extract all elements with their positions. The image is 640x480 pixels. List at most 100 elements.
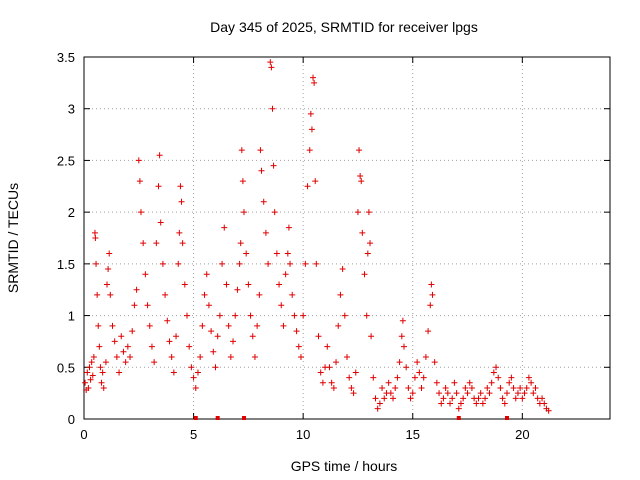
- data-point: [256, 291, 263, 298]
- data-point: [312, 178, 319, 185]
- data-point: [164, 317, 171, 324]
- data-point: [307, 110, 314, 117]
- data-point: [148, 343, 155, 350]
- data-point: [523, 384, 530, 391]
- data-point: [111, 338, 118, 345]
- plot-frame: [83, 56, 611, 420]
- data-point: [166, 338, 173, 345]
- data-point: [159, 260, 166, 267]
- data-point: [324, 343, 331, 350]
- data-point: [367, 240, 374, 247]
- data-point: [88, 359, 95, 366]
- data-point: [240, 209, 247, 216]
- data-point: [287, 260, 294, 267]
- data-point: [156, 152, 163, 159]
- data-point: [539, 395, 546, 402]
- data-point: [251, 353, 258, 360]
- y-tick-label: 0: [68, 412, 75, 427]
- data-point: [106, 250, 113, 257]
- data-point: [525, 374, 532, 381]
- data-point: [223, 281, 230, 288]
- data-point: [153, 240, 160, 247]
- data-point: [449, 395, 456, 402]
- data-point: [457, 400, 464, 407]
- x-tick-label: 10: [296, 427, 310, 442]
- data-point: [212, 364, 219, 371]
- data-point: [208, 328, 215, 335]
- data-point: [262, 229, 269, 236]
- data-point: [151, 359, 158, 366]
- data-point: [225, 322, 232, 329]
- y-tick-label: 3.5: [57, 50, 75, 65]
- data-point: [245, 281, 252, 288]
- data-point: [140, 240, 147, 247]
- data-point: [503, 390, 510, 397]
- data-point: [326, 364, 333, 371]
- data-point: [84, 369, 91, 376]
- data-point: [379, 384, 386, 391]
- data-point: [243, 250, 250, 257]
- data-point: [532, 384, 539, 391]
- data-point: [302, 260, 309, 267]
- data-point: [425, 328, 432, 335]
- data-point: [517, 384, 524, 391]
- data-point: [508, 374, 515, 381]
- data-point: [396, 359, 403, 366]
- baseline-marker: [215, 416, 220, 420]
- data-point: [420, 374, 427, 381]
- data-point: [137, 209, 144, 216]
- x-axis-label: GPS time / hours: [291, 458, 398, 474]
- data-point: [411, 374, 418, 381]
- data-point: [237, 240, 244, 247]
- data-point: [429, 291, 436, 298]
- data-point: [94, 291, 101, 298]
- data-point: [107, 291, 114, 298]
- data-point: [109, 322, 116, 329]
- data-point: [95, 322, 102, 329]
- data-point: [216, 312, 223, 319]
- data-point: [313, 260, 320, 267]
- data-point: [354, 209, 361, 216]
- data-point: [295, 343, 302, 350]
- data-point: [486, 390, 493, 397]
- data-point: [173, 333, 180, 340]
- data-point: [168, 353, 175, 360]
- data-point: [157, 219, 164, 226]
- data-point: [399, 317, 406, 324]
- data-point: [276, 281, 283, 288]
- data-point: [337, 291, 344, 298]
- data-point: [453, 390, 460, 397]
- data-point: [192, 384, 199, 391]
- data-point: [265, 260, 272, 267]
- data-point: [306, 147, 313, 154]
- data-point: [129, 328, 136, 335]
- data-point: [97, 364, 104, 371]
- x-tick-label: 15: [406, 427, 420, 442]
- data-point: [98, 379, 105, 386]
- data-point: [285, 224, 292, 231]
- data-point: [455, 405, 462, 412]
- data-point: [479, 400, 486, 407]
- data-point: [186, 343, 193, 350]
- data-point: [96, 343, 103, 350]
- data-point: [333, 359, 340, 366]
- data-point: [468, 384, 475, 391]
- data-point: [431, 359, 438, 366]
- data-point: [105, 266, 112, 273]
- baseline-marker: [504, 416, 509, 420]
- data-point: [358, 178, 365, 185]
- data-point: [400, 343, 407, 350]
- data-point: [519, 395, 526, 402]
- x-tick-label: 5: [190, 427, 197, 442]
- data-point: [409, 390, 416, 397]
- data-point: [361, 271, 368, 278]
- data-point: [501, 400, 508, 407]
- chart-title: Day 345 of 2025, SRMTID for receiver lpg…: [210, 19, 478, 35]
- data-point: [291, 312, 298, 319]
- data-point: [219, 260, 226, 267]
- data-point: [315, 333, 322, 340]
- data-point: [422, 353, 429, 360]
- data-point: [428, 281, 435, 288]
- data-point: [87, 376, 94, 383]
- data-point: [418, 384, 425, 391]
